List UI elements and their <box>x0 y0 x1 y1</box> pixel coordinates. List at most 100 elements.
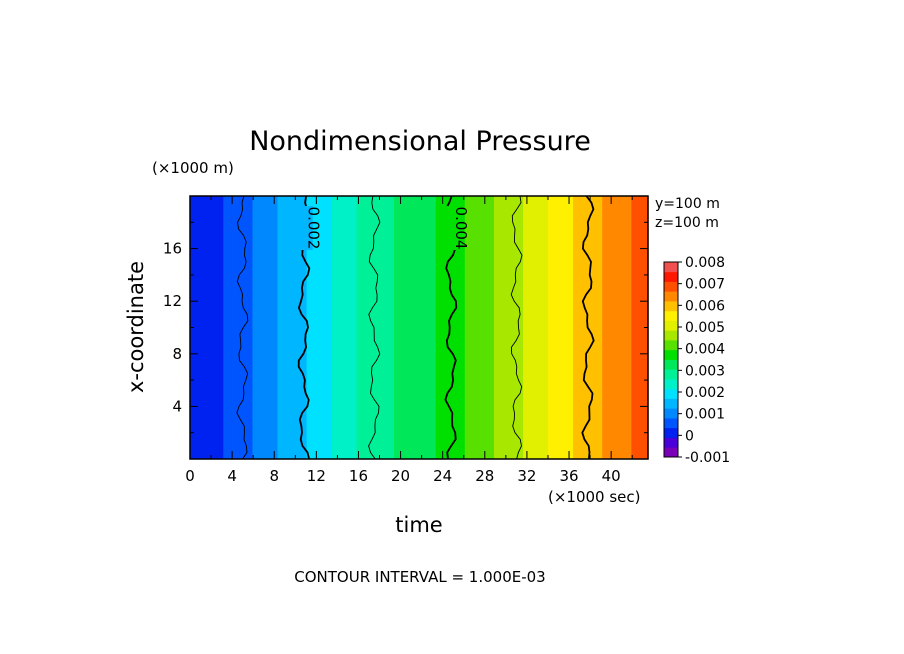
colorbar-swatch <box>664 262 678 273</box>
field-strip <box>327 196 333 459</box>
colorbar-swatch <box>664 437 678 448</box>
field-strip <box>244 196 249 459</box>
field-strip <box>473 196 478 459</box>
field-strip <box>589 196 595 459</box>
field-strip <box>518 196 524 459</box>
x-tick-label: 32 <box>517 467 536 485</box>
field-strip <box>602 196 607 459</box>
field-strip <box>364 196 370 459</box>
x-axis-ticks: 0 4 8 12 16 20 24 28 32 36 40 <box>185 196 633 485</box>
colorbar-swatch <box>664 310 678 321</box>
field-strip <box>564 196 570 459</box>
field-strip <box>310 196 316 459</box>
field-strip <box>314 196 320 459</box>
x-tick-label: 24 <box>433 467 452 485</box>
contour-label-gap <box>294 206 313 250</box>
contour-label-gap <box>442 206 461 250</box>
y-tick-label: 4 <box>172 397 182 415</box>
y-tick-label: 16 <box>163 240 182 258</box>
colorbar-swatch <box>664 349 678 360</box>
field-strip <box>369 196 374 459</box>
field-strip <box>556 196 562 459</box>
contour-line <box>368 195 381 460</box>
colorbar-swatch <box>664 330 678 341</box>
field-strip <box>410 196 416 459</box>
colorbar-swatch <box>664 291 678 302</box>
y-tick-label: 12 <box>163 292 182 310</box>
field-strip <box>356 196 362 459</box>
field-strip <box>593 196 599 459</box>
field-strip <box>385 196 391 459</box>
field-strip <box>427 196 433 459</box>
chart-title: Nondimensional Pressure <box>249 126 591 157</box>
field-strip <box>339 196 345 459</box>
field-strip <box>206 196 212 459</box>
field-strip <box>389 196 395 459</box>
colorbar-swatch <box>664 427 678 438</box>
field-strip <box>456 196 462 459</box>
field-strip <box>510 196 516 459</box>
field-strip <box>344 196 349 459</box>
field-strip <box>423 196 428 459</box>
field-strip <box>335 196 341 459</box>
field-strip <box>639 196 645 459</box>
field-strip <box>402 196 408 459</box>
field-strip <box>568 196 574 459</box>
field-strip <box>352 196 358 459</box>
field-strip <box>381 196 387 459</box>
field-strip <box>543 196 549 459</box>
x-tick-label: 4 <box>227 467 237 485</box>
colorbar-tick-label: 0.007 <box>685 277 725 293</box>
field-strip <box>398 196 403 459</box>
colorbar-swatch <box>664 388 678 399</box>
field-strip <box>481 196 487 459</box>
field-strip <box>285 196 291 459</box>
field-strip <box>443 196 449 459</box>
field-strip <box>502 196 508 459</box>
colorbar-swatch <box>664 379 678 390</box>
field-strip <box>227 196 233 459</box>
field-strip <box>198 196 204 459</box>
field-strip <box>498 196 503 459</box>
field-strip <box>573 196 578 459</box>
field-strip <box>614 196 620 459</box>
field-strip <box>273 196 279 459</box>
contour-label: 0.002 <box>305 207 323 250</box>
field-strip <box>235 196 241 459</box>
field-strip <box>331 196 337 459</box>
field-strip <box>606 196 612 459</box>
field-strip <box>527 196 533 459</box>
field-strip <box>548 196 553 459</box>
colorbar-swatch <box>664 369 678 380</box>
x-tick-label: 36 <box>559 467 578 485</box>
field-strip <box>406 196 412 459</box>
field-strip <box>281 196 287 459</box>
contour-line <box>510 195 523 460</box>
x-tick-label: 12 <box>307 467 326 485</box>
colorbar-swatch <box>664 301 678 312</box>
pressure-field <box>190 196 649 459</box>
x-tick-label: 8 <box>269 467 279 485</box>
colorbar-tick-label: 0.008 <box>685 255 725 271</box>
field-strip <box>598 196 603 459</box>
colorbar-tick-label: 0 <box>685 428 694 444</box>
colorbar-swatch <box>664 281 678 292</box>
field-strip <box>485 196 491 459</box>
field-strip <box>468 196 474 459</box>
x-unit-label: (×1000 sec) <box>548 488 641 506</box>
field-strip <box>319 196 324 459</box>
colorbar-tick-label: -0.001 <box>685 450 730 466</box>
contour-lines: 0.002 0.004 <box>236 195 595 460</box>
field-strip <box>377 196 383 459</box>
field-strip <box>460 196 466 459</box>
y-axis-ticks: 4 8 12 16 <box>163 221 648 434</box>
colorbar-tick-label: 0.001 <box>685 407 725 423</box>
field-strip <box>514 196 520 459</box>
contour-line <box>581 195 595 460</box>
field-strip <box>394 196 399 459</box>
field-strip <box>464 196 470 459</box>
colorbar-swatch <box>664 271 678 282</box>
colorbar-swatch <box>664 408 678 419</box>
colorbar-tick-label: 0.004 <box>685 342 725 358</box>
field-strip <box>552 196 557 459</box>
